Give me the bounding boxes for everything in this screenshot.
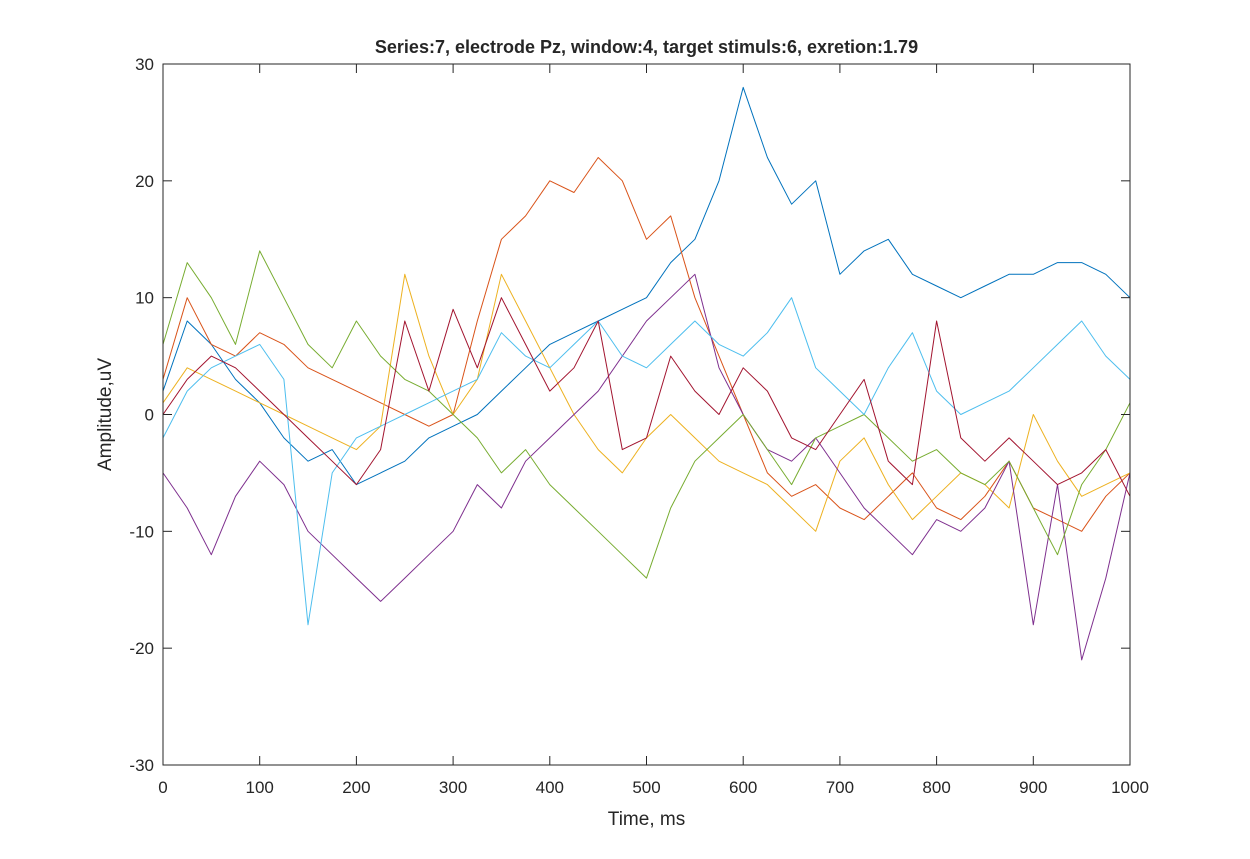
- y-axis-label: Amplitude,uV: [95, 358, 116, 471]
- y-tick-label: -20: [129, 639, 154, 658]
- series-line-6: [162, 297, 1131, 626]
- series-line-4: [162, 273, 1131, 661]
- x-axis-label: Time, ms: [608, 809, 685, 830]
- x-tick-label: 500: [632, 778, 660, 797]
- y-tick-label: 20: [135, 172, 154, 191]
- x-tick-label: 1000: [1111, 778, 1149, 797]
- x-tick-label: 400: [536, 778, 564, 797]
- y-tick-label: -30: [129, 756, 154, 775]
- x-tick-label: 600: [729, 778, 757, 797]
- series-line-2: [162, 157, 1131, 532]
- y-tick-label: 30: [135, 55, 154, 74]
- y-tick-label: -10: [129, 522, 154, 541]
- y-tick-label: 0: [145, 406, 154, 425]
- chart-title: Series:7, electrode Pz, window:4, target…: [375, 37, 918, 57]
- x-tick-label: 200: [342, 778, 370, 797]
- axes-box: [162, 63, 1131, 766]
- plot-area: [163, 64, 1130, 765]
- x-tick-label: 800: [922, 778, 950, 797]
- series-layer: [162, 86, 1131, 661]
- x-tick-label: 100: [246, 778, 274, 797]
- tick-layer: 0 100 200 300 400 500 600 700 800 900 1000-30-20-1…: [129, 55, 1148, 797]
- series-line-7: [162, 297, 1131, 497]
- x-tick-label: 300: [439, 778, 467, 797]
- x-tick-label: 0: [158, 778, 167, 797]
- x-tick-label: 900: [1019, 778, 1047, 797]
- series-line-5: [162, 250, 1131, 579]
- y-tick-label: 10: [135, 289, 154, 308]
- x-tick-label: 700: [826, 778, 854, 797]
